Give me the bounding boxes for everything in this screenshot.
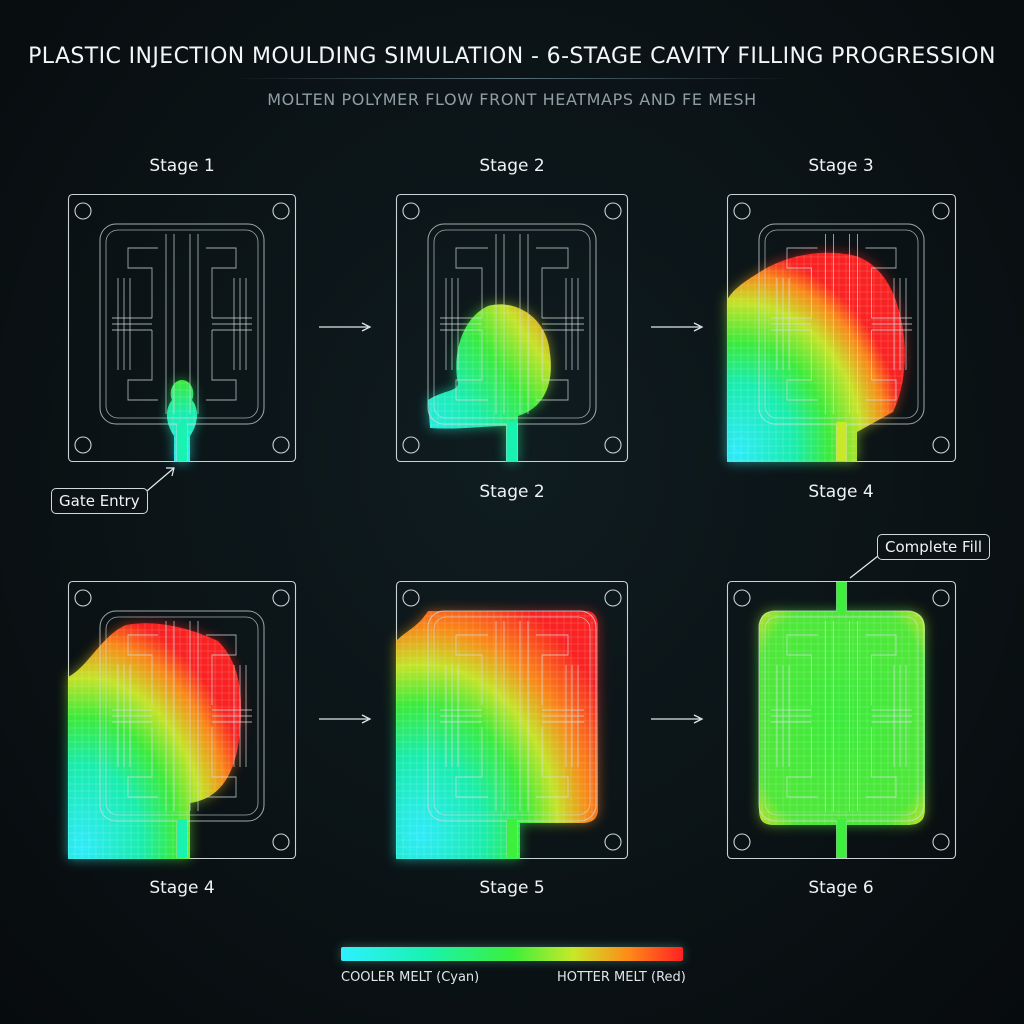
gate-melt: [836, 819, 847, 858]
mold-panel-stage-5: [395, 580, 629, 860]
mold-plate: [726, 580, 957, 860]
panel-2-top-label: Stage 2: [479, 156, 545, 176]
gate-sprue: [176, 819, 188, 858]
gate-sprue: [506, 819, 518, 858]
cavity-inner-outline: [433, 229, 591, 419]
title-divider: [232, 78, 792, 79]
gate-melt-top: [836, 582, 847, 612]
mold-panel-stage-4: [67, 580, 297, 860]
bolt-hole-icon: [402, 436, 420, 454]
cavity-inner-outline: [764, 229, 919, 419]
gate-melt: [507, 819, 517, 858]
cavity-channels: [440, 621, 584, 811]
cavity-channels: [440, 234, 584, 414]
bolt-hole-icon: [604, 436, 622, 454]
bolt-hole-icon: [733, 833, 751, 851]
bolt-hole-icon: [733, 589, 751, 607]
bolt-hole-icon: [272, 202, 290, 220]
panel-3-bottom-label: Stage 4: [808, 482, 874, 502]
gate-melt: [836, 422, 847, 461]
gate-entry-callout: Gate Entry: [51, 488, 148, 514]
diagram-subtitle: MOLTEN POLYMER FLOW FRONT HEATMAPS AND F…: [267, 90, 757, 109]
bolt-hole-icon: [272, 833, 290, 851]
bolt-hole-icon: [604, 833, 622, 851]
legend-hot-label: HOTTER MELT (Red): [557, 970, 686, 985]
gate-sprue: [506, 422, 518, 461]
complete-fill-callout: Complete Fill: [877, 534, 991, 560]
cavity-channels: [112, 621, 252, 811]
bolt-hole-icon: [733, 202, 751, 220]
melt-flow-front: [759, 611, 925, 825]
bolt-hole-icon: [604, 589, 622, 607]
gate-melt: [507, 422, 517, 461]
flow-arrow-1: [319, 322, 372, 332]
mold-panel-stage-2: [395, 193, 629, 463]
mold-panel-stage-1: [67, 193, 297, 463]
bolt-hole-icon: [604, 202, 622, 220]
legend-cool-label: COOLER MELT (Cyan): [341, 970, 480, 985]
bolt-hole-icon: [74, 202, 92, 220]
panel-6-bottom-label: Stage 6: [808, 878, 874, 898]
bolt-hole-icon: [932, 589, 950, 607]
bolt-hole-icon: [402, 589, 420, 607]
bolt-hole-icon: [402, 202, 420, 220]
temperature-legend-bar: [341, 947, 683, 961]
bolt-hole-icon: [932, 202, 950, 220]
fe-mesh: [396, 611, 598, 859]
gate-sprue: [176, 422, 188, 461]
cavity-channels: [112, 234, 252, 414]
cavity-inner-outline: [105, 229, 259, 419]
gate-sprue: [836, 582, 847, 858]
melt-flow-front: [166, 380, 198, 462]
diagram-title: PLASTIC INJECTION MOULDING SIMULATION - …: [28, 44, 996, 69]
bolt-hole-icon: [74, 436, 92, 454]
panel-4-bottom-label: Stage 4: [149, 878, 215, 898]
cavity-inner-outline: [105, 616, 259, 816]
gate-melt: [177, 422, 187, 461]
gate-sprue: [836, 422, 847, 461]
mold-panel-stage-3: [726, 193, 957, 463]
bolt-hole-icon: [74, 589, 92, 607]
bolt-hole-icon: [932, 436, 950, 454]
panel-5-bottom-label: Stage 5: [479, 878, 545, 898]
panel-3-top-label: Stage 3: [808, 156, 874, 176]
cavity-channels: [771, 234, 912, 414]
panel-1-top-label: Stage 1: [149, 156, 215, 176]
bolt-hole-icon: [272, 436, 290, 454]
flow-arrow-2: [651, 322, 704, 332]
complete-fill-leader: [849, 555, 879, 579]
flow-arrow-4: [651, 714, 704, 724]
panel-2-bottom-label: Stage 2: [479, 482, 545, 502]
bolt-hole-icon: [932, 833, 950, 851]
melt-flow-front: [727, 252, 905, 462]
gate-melt: [177, 819, 187, 858]
mold-panel-stage-6: [726, 580, 957, 860]
cavity-inner-outline: [433, 616, 591, 816]
cavity-channels: [771, 621, 912, 811]
bolt-hole-icon: [272, 589, 290, 607]
cavity-inner-outline: [764, 616, 919, 816]
flow-arrow-3: [319, 714, 372, 724]
